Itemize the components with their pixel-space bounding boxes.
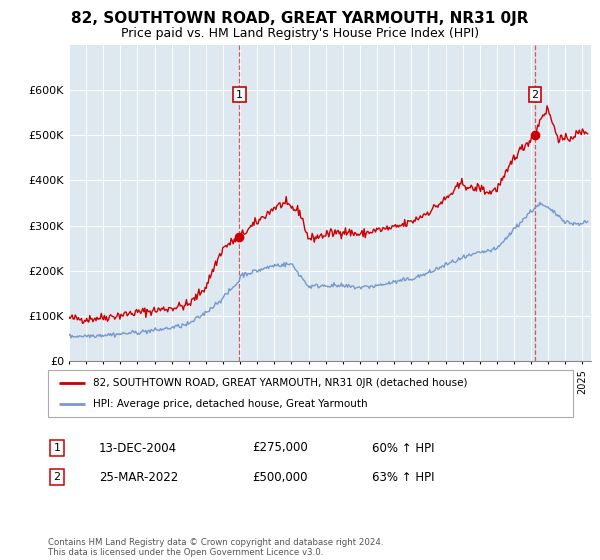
Text: 60% ↑ HPI: 60% ↑ HPI [372, 441, 434, 455]
Text: 25-MAR-2022: 25-MAR-2022 [99, 470, 178, 484]
Text: Contains HM Land Registry data © Crown copyright and database right 2024.
This d: Contains HM Land Registry data © Crown c… [48, 538, 383, 557]
Text: 63% ↑ HPI: 63% ↑ HPI [372, 470, 434, 484]
Text: £500,000: £500,000 [252, 470, 308, 484]
Text: 82, SOUTHTOWN ROAD, GREAT YARMOUTH, NR31 0JR: 82, SOUTHTOWN ROAD, GREAT YARMOUTH, NR31… [71, 11, 529, 26]
Text: 2: 2 [53, 472, 61, 482]
Text: 1: 1 [53, 443, 61, 453]
Text: 13-DEC-2004: 13-DEC-2004 [99, 441, 177, 455]
Text: 82, SOUTHTOWN ROAD, GREAT YARMOUTH, NR31 0JR (detached house): 82, SOUTHTOWN ROAD, GREAT YARMOUTH, NR31… [92, 378, 467, 388]
Text: Price paid vs. HM Land Registry's House Price Index (HPI): Price paid vs. HM Land Registry's House … [121, 27, 479, 40]
Text: £275,000: £275,000 [252, 441, 308, 455]
FancyBboxPatch shape [48, 370, 573, 417]
Text: 1: 1 [236, 90, 243, 100]
Text: HPI: Average price, detached house, Great Yarmouth: HPI: Average price, detached house, Grea… [92, 399, 367, 409]
Text: 2: 2 [532, 90, 539, 100]
